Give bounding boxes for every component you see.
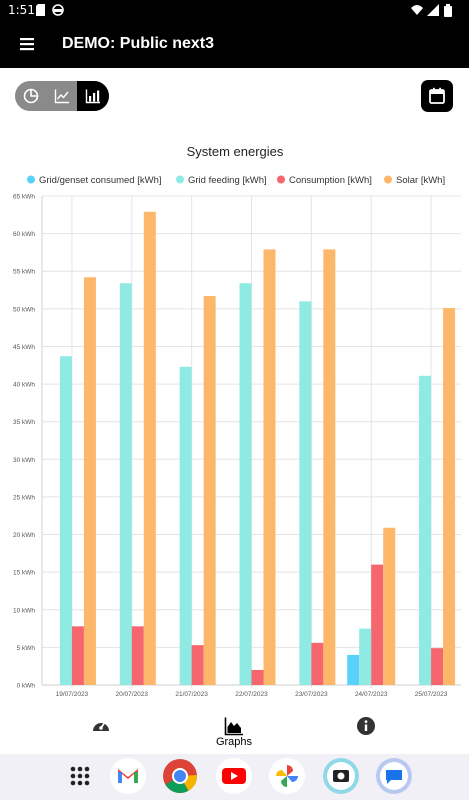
grid-dots-icon bbox=[70, 766, 90, 786]
nav-dashboard[interactable] bbox=[61, 714, 141, 754]
photos-app[interactable] bbox=[269, 758, 305, 794]
bar bbox=[59, 356, 72, 685]
chart-title: System energies bbox=[187, 144, 284, 159]
bar bbox=[419, 375, 432, 685]
menu-icon[interactable] bbox=[18, 34, 38, 54]
x-tick-label: 24/07/2023 bbox=[355, 691, 388, 698]
y-tick-label: 20 kWh bbox=[13, 532, 35, 539]
legend-label: Solar [kWh] bbox=[396, 175, 445, 186]
status-bar: 1:51 bbox=[0, 0, 469, 20]
chart-legend: Grid/genset consumed [kWh] Grid feeding [… bbox=[27, 175, 445, 186]
y-axis: 0 kWh 5 kWh 10 kWh 15 kWh 20 kWh 25 kWh 30 kWh… bbox=[13, 194, 43, 690]
line-chart-toggle-button[interactable] bbox=[46, 81, 77, 111]
area-chart-icon bbox=[224, 717, 243, 736]
bar bbox=[251, 669, 264, 685]
camera-app[interactable] bbox=[323, 758, 359, 794]
y-tick-label: 50 kWh bbox=[13, 306, 35, 313]
bar-chart-icon bbox=[85, 89, 100, 104]
legend-label: Grid feeding [kWh] bbox=[188, 175, 267, 186]
x-tick-label: 23/07/2023 bbox=[295, 691, 328, 698]
app-bar: DEMO: Public next3 bbox=[0, 20, 469, 68]
photos-pinwheel-icon bbox=[276, 765, 298, 787]
gmail-app[interactable] bbox=[110, 758, 146, 794]
sd-card-icon bbox=[36, 4, 45, 16]
chat-bubble-icon bbox=[380, 762, 408, 790]
bar bbox=[203, 296, 216, 685]
youtube-icon bbox=[222, 768, 246, 784]
y-tick-label: 55 kWh bbox=[13, 269, 35, 276]
y-tick-label: 60 kWh bbox=[13, 231, 35, 238]
legend-marker bbox=[277, 175, 285, 184]
app-dock bbox=[0, 754, 469, 800]
info-icon bbox=[357, 717, 375, 735]
y-tick-label: 0 kWh bbox=[17, 683, 36, 690]
bar bbox=[263, 249, 276, 685]
date-picker-button[interactable] bbox=[421, 80, 453, 112]
bar bbox=[131, 626, 144, 685]
legend-label: Consumption [kWh] bbox=[289, 175, 372, 186]
wifi-icon bbox=[411, 5, 423, 15]
bar-chart-toggle-button[interactable] bbox=[77, 81, 109, 111]
bar bbox=[119, 283, 132, 685]
signal-icon bbox=[427, 4, 439, 16]
x-tick-label: 21/07/2023 bbox=[175, 691, 208, 698]
x-tick-label: 22/07/2023 bbox=[235, 691, 268, 698]
y-tick-label: 45 kWh bbox=[13, 344, 35, 351]
battery-icon bbox=[444, 4, 452, 17]
legend-marker bbox=[176, 175, 184, 184]
bar bbox=[191, 645, 204, 685]
camera-icon bbox=[327, 762, 355, 790]
bar bbox=[299, 301, 312, 685]
bar bbox=[359, 628, 372, 685]
y-tick-label: 40 kWh bbox=[13, 382, 35, 389]
bar bbox=[71, 626, 84, 685]
line-chart-icon bbox=[54, 89, 69, 104]
nav-info[interactable] bbox=[326, 714, 406, 754]
y-tick-label: 25 kWh bbox=[13, 494, 35, 501]
sync-icon bbox=[52, 4, 64, 16]
bar bbox=[383, 527, 396, 685]
y-tick-label: 35 kWh bbox=[13, 419, 35, 426]
app-title: DEMO: Public next3 bbox=[62, 35, 215, 52]
bar bbox=[143, 211, 156, 685]
speedometer-icon bbox=[93, 721, 109, 731]
bar bbox=[347, 654, 360, 685]
calendar-icon bbox=[429, 87, 445, 104]
chrome-icon bbox=[163, 759, 197, 793]
bar bbox=[443, 308, 456, 685]
bar bbox=[371, 564, 384, 685]
y-tick-label: 5 kWh bbox=[17, 645, 36, 652]
y-tick-label: 10 kWh bbox=[13, 607, 35, 614]
x-tick-label: 25/07/2023 bbox=[415, 691, 448, 698]
legend-marker bbox=[384, 175, 392, 184]
bar bbox=[179, 366, 192, 685]
gmail-icon bbox=[118, 769, 138, 783]
nav-graphs-label: Graphs bbox=[215, 736, 253, 748]
x-tick-label: 19/07/2023 bbox=[56, 691, 89, 698]
youtube-app[interactable] bbox=[216, 758, 252, 794]
y-tick-label: 30 kWh bbox=[13, 457, 35, 464]
system-energies-chart: System energies Grid/genset consumed [kW… bbox=[13, 144, 461, 698]
app-drawer-button[interactable] bbox=[62, 758, 98, 794]
legend-marker bbox=[27, 175, 35, 184]
y-tick-label: 65 kWh bbox=[13, 194, 35, 201]
legend-label: Grid/genset consumed [kWh] bbox=[39, 175, 162, 186]
pie-chart-toggle-button[interactable] bbox=[15, 81, 46, 111]
pie-chart-icon bbox=[23, 88, 38, 104]
bar bbox=[431, 648, 444, 685]
bottom-navigation: Graphs bbox=[0, 708, 469, 754]
y-tick-label: 15 kWh bbox=[13, 570, 35, 577]
x-tick-label: 20/07/2023 bbox=[116, 691, 149, 698]
bar bbox=[239, 283, 252, 685]
bar bbox=[323, 249, 336, 685]
bar bbox=[311, 642, 324, 685]
nav-graphs[interactable]: Graphs bbox=[194, 714, 274, 754]
chart-bars bbox=[59, 211, 456, 685]
chart-type-toggle bbox=[15, 81, 109, 111]
chrome-app[interactable] bbox=[162, 758, 198, 794]
messages-app[interactable] bbox=[376, 758, 412, 794]
status-time: 1:51 bbox=[8, 3, 35, 17]
bar bbox=[83, 277, 96, 685]
